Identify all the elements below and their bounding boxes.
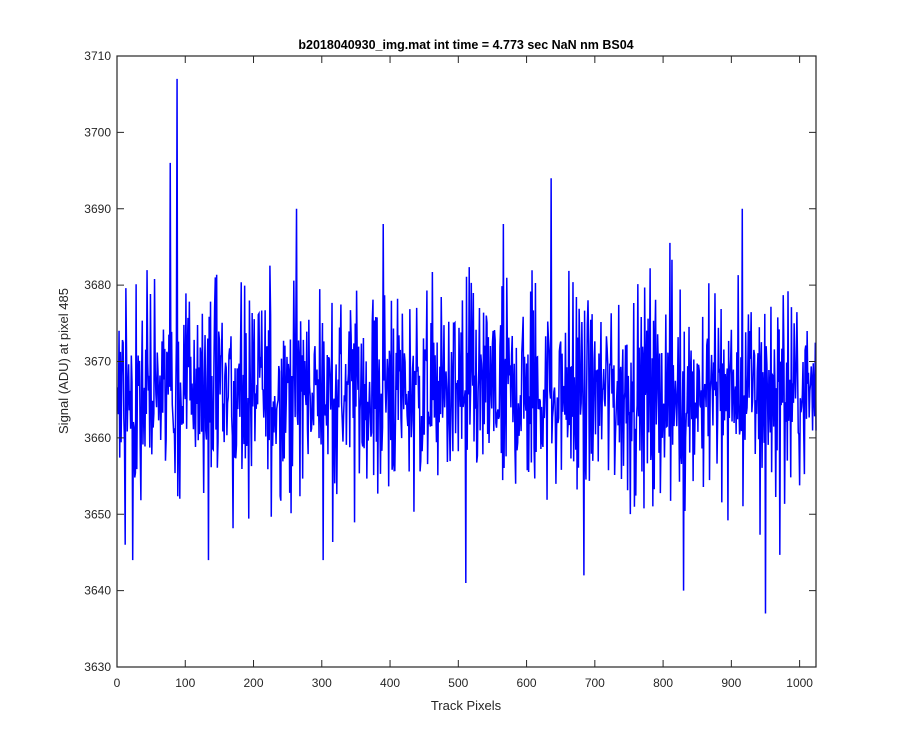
x-tick-label: 300 [312,676,332,690]
x-tick-label: 500 [448,676,468,690]
y-tick-label: 3630 [84,660,111,674]
x-tick-label: 200 [244,676,264,690]
y-tick-label: 3690 [84,202,111,216]
x-tick-label: 600 [517,676,537,690]
series-group [116,78,817,614]
x-axis-label: Track Pixels [431,698,502,713]
chart-title: b2018040930_img.mat int time = 4.773 sec… [298,38,633,52]
y-tick-label: 3640 [84,584,111,598]
x-tick-label: 800 [653,676,673,690]
y-axis: 3630 3640 3650 3660 3670 3680 3690 3700 3710 [84,49,816,674]
y-tick-label: 3660 [84,431,111,445]
x-axis: 0 100 200 300 400 500 600 700 800 900 1000 [114,56,813,690]
y-tick-label: 3680 [84,278,111,292]
y-tick-label: 3670 [84,355,111,369]
y-tick-label: 3650 [84,507,111,521]
y-tick-label: 3700 [84,125,111,139]
series-line-signal [116,78,817,614]
x-tick-label: 1000 [786,676,813,690]
x-tick-label: 900 [721,676,741,690]
x-tick-label: 0 [114,676,121,690]
y-tick-label: 3710 [84,49,111,63]
x-tick-label: 700 [585,676,605,690]
x-tick-label: 100 [175,676,195,690]
y-axis-label: Signal (ADU) at pixel 485 [56,288,71,434]
x-tick-label: 400 [380,676,400,690]
